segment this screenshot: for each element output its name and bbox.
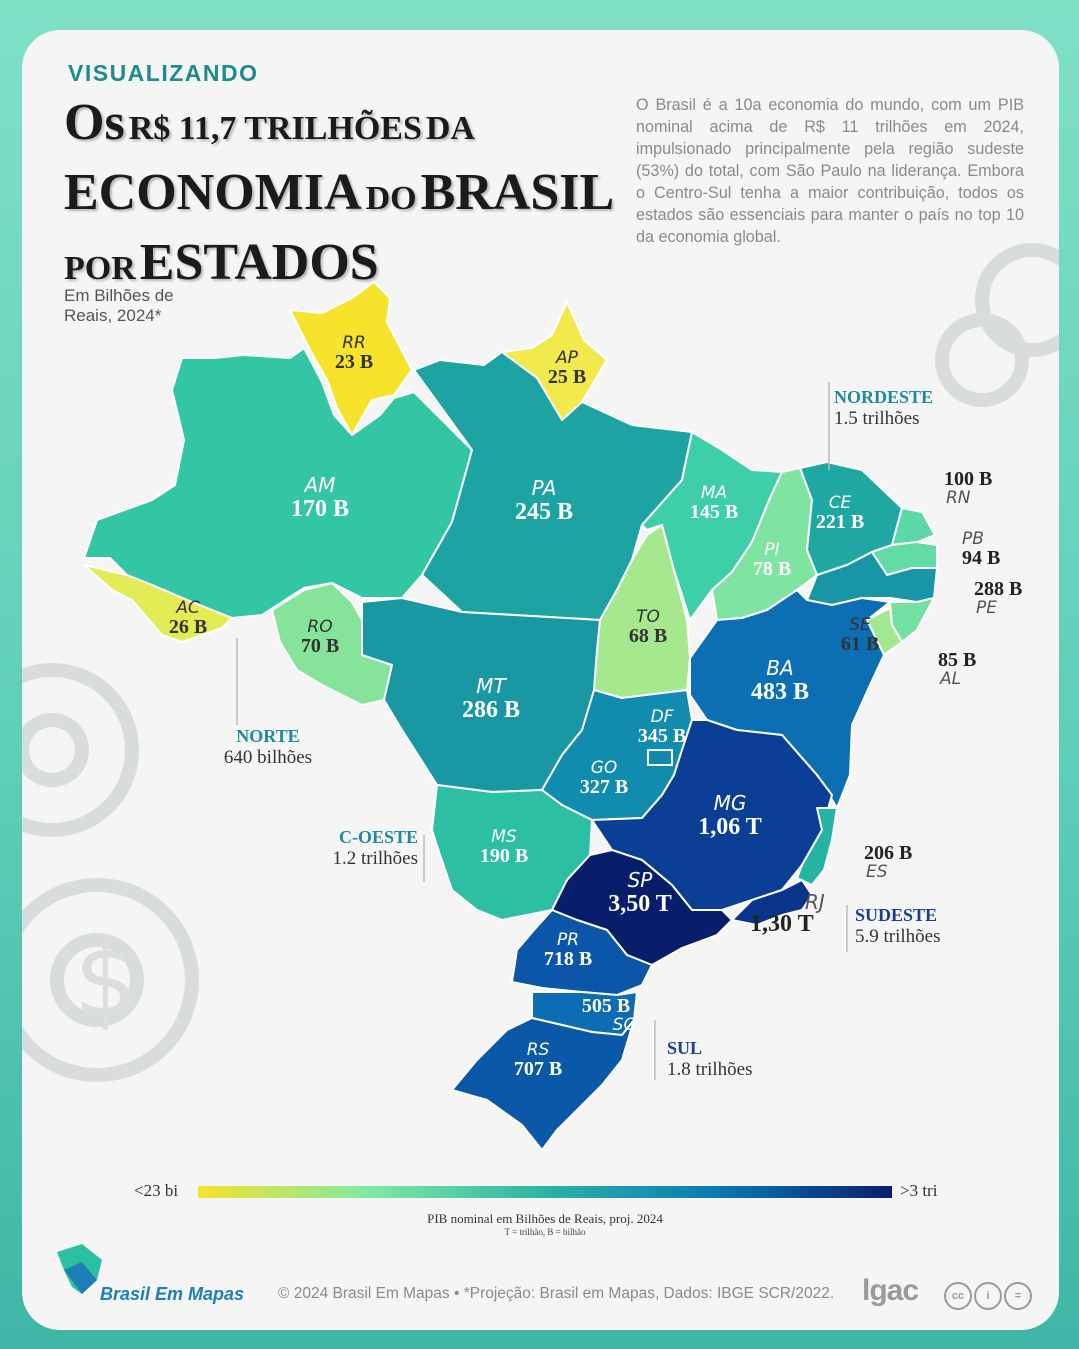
brand-name: Brasil Em Mapas <box>100 1284 245 1304</box>
by-icon: i <box>974 1282 1002 1310</box>
state-value-label: 1,30 T <box>750 911 814 937</box>
state-code-label: BA <box>766 656 793 680</box>
state-code-label: MG <box>714 791 747 815</box>
state-value-label: 286 B <box>462 697 520 723</box>
state-rn <box>891 507 936 546</box>
page-title: Os R$ 11,7 TRILHÕES DA ECONOMIA DO BRASI… <box>64 94 615 291</box>
region-name-label: SUL <box>667 1038 702 1058</box>
state-value-label: 25 B <box>548 366 586 388</box>
state-am <box>83 347 473 619</box>
intro-paragraph: O Brasil é a 10a economia do mundo, com … <box>636 96 1024 246</box>
state-code-label: PR <box>557 930 579 950</box>
state-value-label: 345 B <box>638 725 686 747</box>
state-value-label: 3,50 T <box>608 891 672 917</box>
infographic-card: VISUALIZANDO Os R$ 11,7 TRILHÕES DA ECON… <box>22 30 1059 1330</box>
state-value-label: 70 B <box>301 635 339 657</box>
state-value-label: 327 B <box>580 776 628 798</box>
state-value-label: 1,06 T <box>698 814 762 840</box>
state-value-label: 145 B <box>690 501 738 523</box>
state-rs <box>451 1017 635 1151</box>
state-value-label: 483 B <box>751 679 809 705</box>
legend-min-label: <23 bi <box>134 1181 179 1200</box>
state-ac <box>83 564 233 643</box>
state-code-label: TO <box>636 607 660 627</box>
dollar-icon: $ <box>74 922 138 1039</box>
state-value-label: 78 B <box>753 558 791 580</box>
region-name-label: SUDESTE <box>855 905 937 925</box>
state-code-label: SC <box>613 1015 636 1035</box>
state-code-label: AM <box>303 473 336 497</box>
state-code-label: ES <box>866 862 888 882</box>
region-name-label: C-OESTE <box>339 827 418 847</box>
state-value-label: 94 B <box>962 547 1000 569</box>
state-value-label: 718 B <box>544 948 592 970</box>
state-code-label: MA <box>701 483 727 503</box>
legend-max-label: >3 tri <box>900 1181 938 1200</box>
state-code-label: DF <box>651 707 674 727</box>
state-code-label: AP <box>555 348 579 368</box>
state-code-label: PB <box>962 529 984 549</box>
state-code-label: MS <box>491 827 517 847</box>
region-total-label: 1.2 trilhões <box>333 848 419 869</box>
state-code-label: PE <box>976 598 997 618</box>
state-value-label: 245 B <box>515 499 573 525</box>
state-code-label: SP <box>628 868 654 892</box>
state-code-label: RJ <box>805 890 825 914</box>
state-code-label: CE <box>829 493 852 513</box>
brand-logo-icon <box>57 1244 102 1294</box>
state-code-label: SE <box>849 615 871 635</box>
state-code-label: RR <box>342 333 366 353</box>
brazil-map: $ <box>22 243 1059 1151</box>
state-code-label: RO <box>307 617 332 637</box>
state-value-label: 61 B <box>841 633 879 655</box>
state-es <box>796 807 838 886</box>
state-code-label: RS <box>527 1040 550 1060</box>
region-total-label: 1.8 trilhões <box>667 1059 753 1080</box>
leader-lines <box>236 382 848 1080</box>
region-total-label: 1.5 trilhões <box>834 408 920 429</box>
cc-icon: cc <box>944 1282 972 1310</box>
state-value-label: 26 B <box>169 616 207 638</box>
legend-caption: PIB nominal em Bilhões de Reais, proj. 2… <box>427 1211 663 1226</box>
state-value-label: 221 B <box>816 511 864 533</box>
region-total-label: 5.9 trilhões <box>855 926 941 947</box>
legend-gradient-bar <box>198 1186 892 1198</box>
state-value-label: 707 B <box>514 1058 562 1080</box>
state-code-label: RN <box>946 488 971 508</box>
state-value-label: 288 B <box>974 578 1022 600</box>
kicker: VISUALIZANDO <box>68 60 259 86</box>
state-df <box>647 749 673 766</box>
state-value-label: 85 B <box>938 649 976 671</box>
state-value-label: 68 B <box>629 625 667 647</box>
nd-icon: = <box>1004 1282 1032 1310</box>
state-value-label: 190 B <box>480 845 528 867</box>
state-value-label: 170 B <box>291 496 349 522</box>
state-code-label: PI <box>764 540 779 560</box>
legend-note: T = trilhão, B = bilhão <box>504 1227 586 1237</box>
gear-icon <box>22 243 1059 1082</box>
lgac-logo: lgac <box>862 1274 919 1307</box>
state-code-label: AC <box>175 598 200 618</box>
state-value-label: 23 B <box>335 351 373 373</box>
state-code-label: GO <box>591 758 618 778</box>
state-value-label: 206 B <box>864 842 912 864</box>
state-rr <box>289 281 413 436</box>
state-code-label: MT <box>476 674 507 698</box>
state-rj <box>731 879 813 926</box>
state-code-label: AL <box>939 669 961 689</box>
region-name-label: NORTE <box>236 726 299 746</box>
state-value-label: 100 B <box>944 468 992 490</box>
map-subtitle: Em Bilhões de Reais, 2024* <box>64 286 174 325</box>
region-total-label: 640 bilhões <box>224 747 312 768</box>
state-code-label: PA <box>532 476 557 500</box>
region-name-label: NORDESTE <box>834 387 933 407</box>
state-value-label: 505 B <box>582 995 630 1017</box>
credits-text: © 2024 Brasil Em Mapas • *Projeção: Bras… <box>278 1285 835 1302</box>
